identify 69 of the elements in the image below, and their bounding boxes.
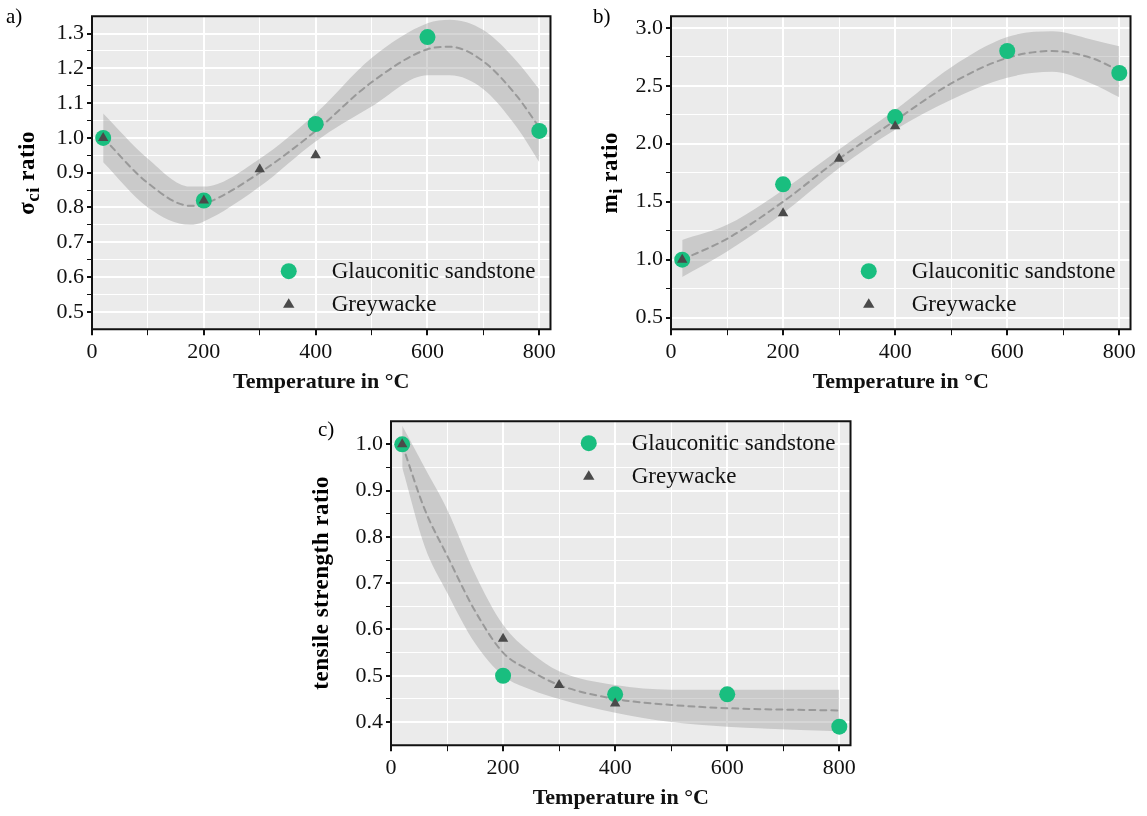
x-tick-label: 0 [665,338,677,364]
legend-label: Glauconitic sandstone [911,258,1116,284]
chart-title: a) [6,4,23,29]
point [607,686,624,703]
x-tick-label: 0 [385,754,397,780]
x-tick-label: 200 [486,754,520,780]
point [609,697,621,707]
x-tick-label: 600 [710,754,744,780]
y-tick-label: 0.7 [355,568,383,594]
point [1111,65,1128,81]
chart-title: c) [318,417,335,442]
y-tick-label: 0.9 [56,158,84,184]
y-tick-label: 0.5 [635,303,663,329]
y-tick-label: 3.0 [635,13,663,39]
y-tick-label: 1.0 [635,245,663,271]
y-tick-label: 0.5 [56,297,84,323]
x-tick-label: 400 [598,754,632,780]
x-tick-label: 400 [878,338,912,364]
y-tick-label: 1.3 [56,19,84,45]
point [999,42,1016,59]
y-tick-label: 0.6 [56,262,84,288]
point [307,116,324,133]
y-tick-label: 0.8 [56,193,84,219]
point [254,163,265,173]
point [775,176,792,193]
y-tick-label: 1.2 [56,54,84,80]
legend-label: Greywacke [631,463,737,489]
y-tick-label: 0.5 [355,661,383,687]
legend-label: Greywacke [911,291,1017,317]
y-tick-label: 2.5 [635,71,663,97]
x-axis-title: Temperature in °C [532,784,709,810]
x-tick-label: 400 [299,338,333,364]
y-tick-label: 1.0 [355,430,383,456]
x-tick-label: 800 [1102,338,1136,364]
y-axis-title: tensile strength ratio [308,476,334,690]
point [310,149,321,159]
y-tick-label: 1.0 [56,123,84,149]
point [419,29,436,46]
x-tick-label: 800 [822,754,856,780]
y-tick-label: 0.4 [355,707,383,733]
point [889,120,901,130]
x-tick-label: 200 [187,338,221,364]
point [887,109,904,126]
point [497,632,509,642]
point [531,122,548,139]
x-axis-title: Temperature in °C [233,368,410,394]
x-tick-label: 200 [766,338,800,364]
y-tick-label: 2.0 [635,129,663,155]
point [833,152,845,162]
x-axis-title: Temperature in °C [812,368,989,394]
y-tick-label: 0.7 [56,228,84,254]
y-tick-label: 0.9 [355,476,383,502]
x-tick-label: 0 [86,338,98,364]
y-tick-label: 1.1 [56,88,84,114]
chart-title: b) [593,4,611,29]
point [777,207,789,217]
legend-label: Glauconitic sandstone [331,258,536,284]
point [553,679,565,689]
point [495,667,512,684]
point [831,718,848,735]
y-tick-label: 1.5 [635,187,663,213]
y-tick-label: 0.8 [355,522,383,548]
x-tick-label: 800 [522,338,556,364]
point [719,686,736,703]
x-tick-label: 600 [990,338,1024,364]
legend-label: Greywacke [331,291,437,317]
y-tick-label: 0.6 [355,615,383,641]
legend-label: Glauconitic sandstone [631,430,836,456]
x-tick-label: 600 [410,338,444,364]
